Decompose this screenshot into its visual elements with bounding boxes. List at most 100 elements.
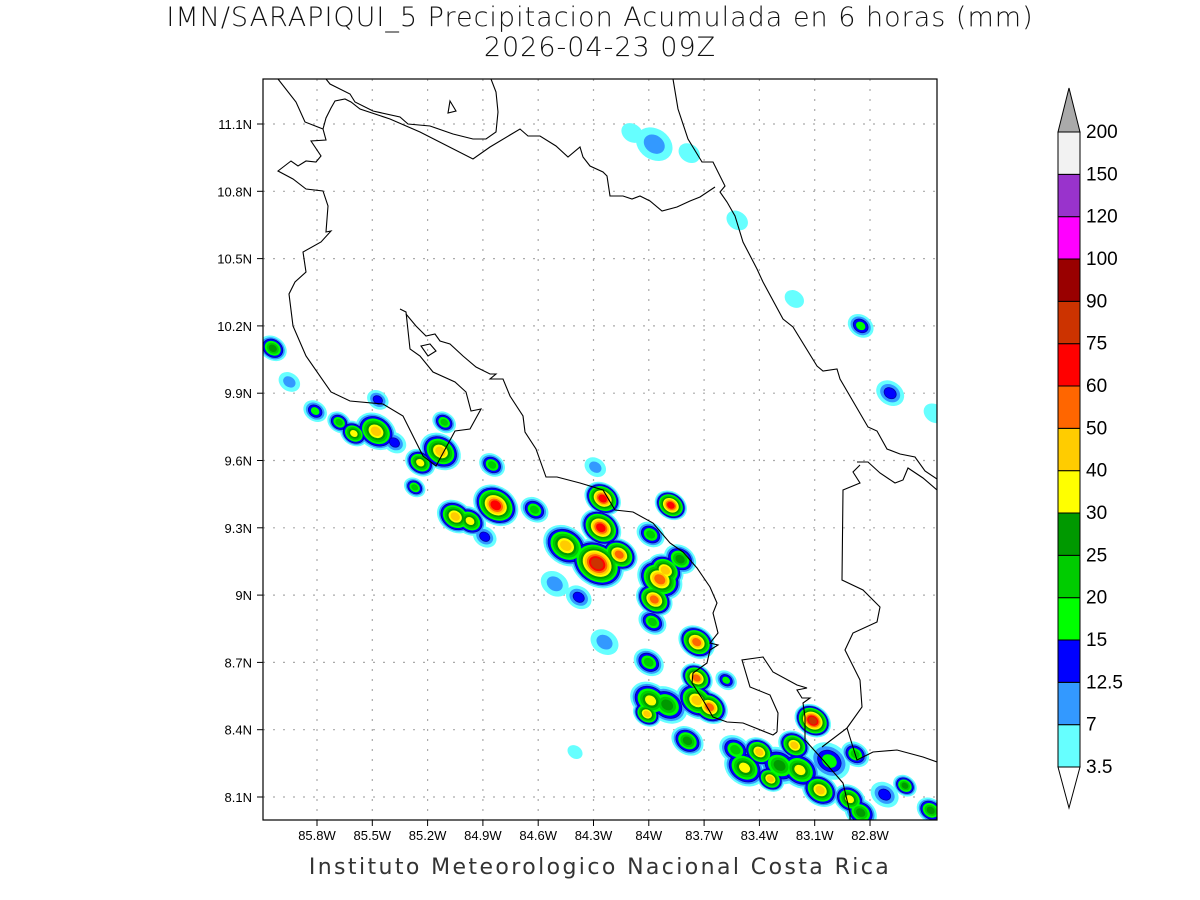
precip-level-20 [730,745,741,755]
precip-level-7 [283,376,296,388]
precip-level-15 [856,321,866,331]
precip-level-40 [560,540,572,552]
precip-level-50 [654,574,666,585]
precip-level-7 [546,576,563,592]
colorbar-segment [1057,554,1081,599]
lon-tick-label: 83.7W [685,828,723,843]
colorbar-label: 100 [1086,249,1118,270]
precip-level-20 [440,418,448,426]
lon-tick-label: 84W [635,828,662,843]
border-panama [841,464,881,729]
precip-level-20 [487,461,497,469]
precip-level-40 [755,748,764,756]
precip-level-15 [722,676,731,684]
plot-frame [262,78,938,821]
precip-level-20 [530,505,539,514]
precip-level-30 [416,458,425,467]
precip-level-25 [926,806,935,815]
precip-level-75 [591,558,604,570]
lat-tick-label: 9.3N [225,521,252,536]
precip-level-30 [645,695,657,706]
lon-tick-label: 84.9W [464,828,502,843]
colorbar-segment [1057,216,1081,260]
colorbar-segment [1057,639,1081,683]
precip-level-30 [465,516,475,526]
precip-level-25 [268,344,277,353]
precip-level-25 [773,760,786,771]
precip-level-25 [661,699,674,711]
lon-tick-label: 84.3W [575,828,613,843]
precip-level-12.5 [878,788,892,801]
precip-level-20 [335,418,343,426]
precip-level-15 [310,407,320,416]
precip-level-60 [596,523,606,533]
lat-tick-label: 10.5N [217,252,252,267]
lon-tick-label: 84.6W [519,828,557,843]
colorbar-label: 90 [1086,291,1107,312]
precip-level-40 [660,566,671,575]
colorbar-label: 30 [1086,503,1107,524]
border-nicaragua [322,98,716,212]
lat-tick-label: 10.2N [217,319,252,334]
island-gulf-nicoya [420,343,437,357]
precip-level-40 [766,775,774,783]
lon-tick-label: 85.5W [354,828,392,843]
coastline-caribbean [672,79,937,480]
colorbar-over-triangle [1057,87,1081,133]
precip-level-50 [692,674,701,682]
precip-level-40 [691,695,702,706]
colorbar-label: 50 [1086,418,1107,439]
precip-level-60 [490,500,502,511]
grid-lines [263,79,937,820]
colorbar-segment [1057,173,1081,218]
colorbar-label: 75 [1086,334,1107,355]
colorbar-segment [1057,681,1081,726]
colorbar-segment [1057,385,1081,429]
lat-tick-label: 10.8N [217,184,252,199]
colorbar-segment [1057,724,1081,768]
colorbar-label: 20 [1086,588,1107,609]
coastline-pacific-north [276,79,483,467]
precip-level-40 [450,512,460,521]
coastline-pacific-central [405,313,778,736]
colorbar-segment [1057,512,1081,556]
island-lake [447,99,457,114]
precip-level-12.5 [883,387,897,400]
precip-level-30 [739,762,751,773]
colorbar-under-triangle [1057,766,1081,810]
colorbar-label: 120 [1086,207,1118,228]
axis-labels: 85.8W 85.5W 85.2W 84.9W 84.6W 84.3W 84W 83.7W 83… [217,117,889,843]
precip-level-25 [682,736,693,746]
colorbar-segment [1057,300,1081,345]
lat-tick-label: 9.6N [225,454,252,469]
lake-nicaragua-shore [325,79,499,140]
precip-level-60 [598,494,607,503]
precip-level-50 [649,595,659,604]
lat-tick-label: 8.4N [225,723,252,738]
lon-tick-label: 83.4W [741,828,779,843]
map-valid-time: 2026-04-23 09Z [483,32,717,63]
precip-level-60 [667,501,675,509]
map-title: IMN/SARAPIQUI_5 Precipitacion Acumulada … [166,2,1034,33]
precip-level-3.5 [784,290,805,308]
colorbar-label: 12.5 [1086,672,1123,693]
colorbar-label: 25 [1086,545,1107,566]
precip-level-30 [350,430,358,438]
coastline-bocas [857,461,937,491]
colorbar-label: 150 [1086,164,1118,185]
colorbar-label: 60 [1086,376,1107,397]
colorbar-segment [1057,131,1081,175]
precip-level-25 [855,808,866,817]
lon-tick-label: 82.8W [851,828,889,843]
colorbar-label: 7 [1086,715,1097,736]
footer-credit: Instituto Meteorologico Nacional Costa R… [308,855,892,880]
precip-level-25 [901,782,909,789]
precip-level-25 [675,554,685,564]
lon-tick-label: 83.1W [796,828,834,843]
precip-level-20 [646,530,656,539]
coastlines [276,79,937,820]
colorbar-segment [1057,427,1081,472]
precip-level-50 [692,638,702,647]
precip-level-3.5 [678,143,701,164]
